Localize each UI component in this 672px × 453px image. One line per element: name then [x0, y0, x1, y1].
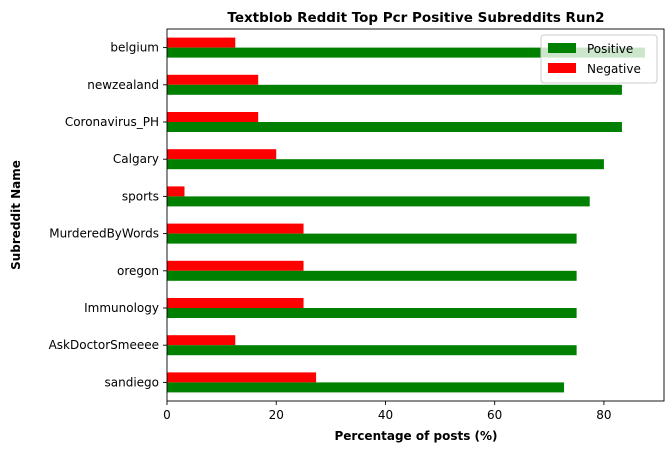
- bar-positive-belgium: [167, 47, 645, 58]
- x-tick-label: 80: [596, 408, 611, 422]
- y-ticks: belgium newzealand Coronavirus_PH Calgary sp…: [49, 41, 167, 389]
- bar-negative-MurderedByWords: [167, 223, 304, 234]
- legend: Positive Negative: [540, 34, 658, 84]
- y-tick-label: MurderedByWords: [49, 227, 159, 241]
- legend-label-positive: Positive: [587, 42, 633, 56]
- x-ticks: 0 20 40 60 80: [163, 401, 612, 422]
- y-tick-label: sandiego: [104, 375, 159, 389]
- bar-negative-AskDoctorSmeeee: [167, 335, 236, 346]
- y-tick-label: Calgary: [113, 152, 159, 166]
- legend-swatch-positive: [548, 43, 576, 53]
- bar-negative-newzealand: [167, 74, 259, 85]
- bar-negative-sports: [167, 186, 185, 197]
- y-tick-label: AskDoctorSmeeee: [49, 338, 159, 352]
- x-tick-label: 60: [487, 408, 502, 422]
- y-axis-label: Subreddit Name: [9, 160, 23, 270]
- bars-group: [167, 37, 645, 393]
- x-axis-label: Percentage of posts (%): [334, 429, 497, 443]
- x-tick-label: 20: [269, 408, 284, 422]
- y-tick-label: sports: [122, 189, 159, 203]
- chart-title: Textblob Reddit Top Pcr Positive Subredd…: [227, 10, 604, 26]
- y-tick-label: belgium: [110, 41, 159, 55]
- legend-swatch-negative: [548, 63, 576, 73]
- bar-positive-AskDoctorSmeeee: [167, 345, 577, 356]
- bar-positive-Calgary: [167, 159, 604, 170]
- bar-positive-MurderedByWords: [167, 233, 577, 244]
- bar-positive-oregon: [167, 270, 577, 281]
- bar-negative-Immunology: [167, 298, 304, 308]
- legend-label-negative: Negative: [587, 62, 641, 76]
- x-tick-label: 0: [163, 408, 171, 422]
- y-tick-label: newzealand: [87, 78, 159, 92]
- bar-negative-oregon: [167, 260, 304, 271]
- bar-negative-belgium: [167, 37, 236, 48]
- bar-positive-sports: [167, 196, 590, 207]
- bar-positive-newzealand: [167, 84, 622, 95]
- bar-positive-Coronavirus_PH: [167, 122, 622, 132]
- bar-positive-sandiego: [167, 382, 565, 393]
- bar-negative-sandiego: [167, 372, 317, 383]
- y-tick-label: Immunology: [84, 301, 159, 315]
- y-tick-label: oregon: [117, 264, 159, 278]
- bar-negative-Calgary: [167, 149, 277, 160]
- y-tick-label: Coronavirus_PH: [65, 115, 159, 129]
- bar-negative-Coronavirus_PH: [167, 112, 259, 122]
- bar-positive-Immunology: [167, 308, 577, 318]
- x-tick-label: 40: [378, 408, 393, 422]
- plot-frame: [166, 28, 665, 402]
